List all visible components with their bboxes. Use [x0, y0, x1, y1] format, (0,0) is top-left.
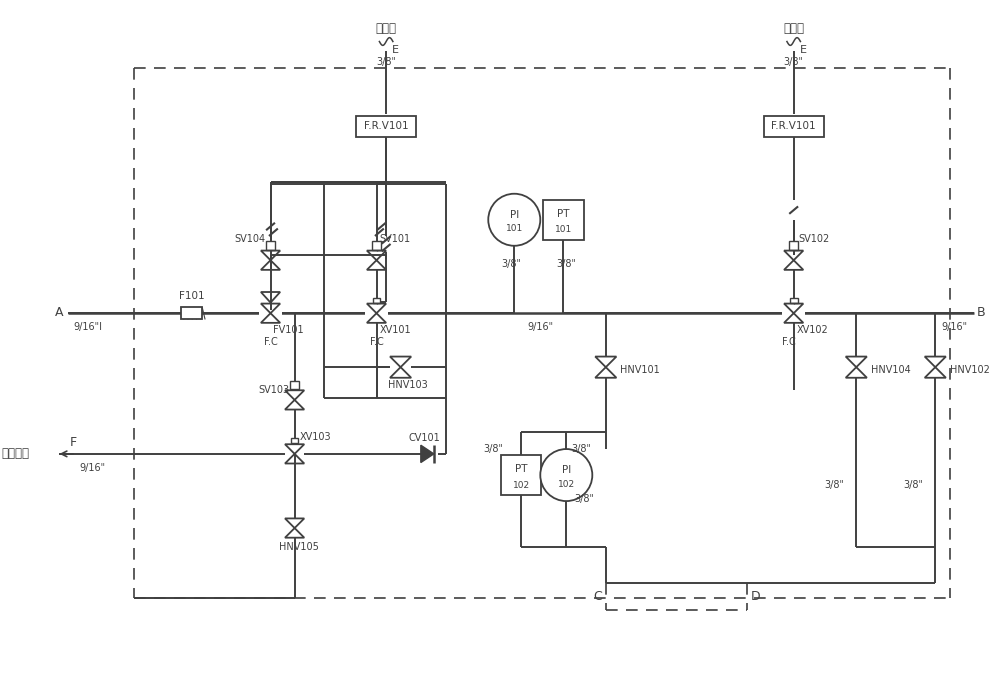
- Text: E: E: [392, 45, 399, 55]
- Bar: [365, 310, 388, 316]
- Text: 3/8": 3/8": [376, 57, 396, 67]
- Circle shape: [488, 194, 540, 246]
- Text: 3/8": 3/8": [784, 57, 804, 67]
- Text: 仪表风: 仪表风: [783, 23, 804, 35]
- Text: 102: 102: [558, 480, 575, 489]
- Bar: [259, 310, 282, 316]
- Bar: [266, 241, 275, 250]
- Text: 9/16": 9/16": [527, 322, 553, 332]
- Bar: [789, 241, 798, 250]
- Text: 102: 102: [512, 481, 530, 490]
- Text: F.C: F.C: [782, 337, 796, 347]
- Text: 9/16"I: 9/16"I: [73, 322, 102, 332]
- Bar: [291, 438, 298, 443]
- Text: E: E: [799, 45, 806, 55]
- Text: A: A: [55, 306, 63, 319]
- Text: F.C: F.C: [370, 337, 383, 347]
- Text: PT: PT: [557, 208, 570, 219]
- Text: XV102: XV102: [797, 324, 828, 335]
- Text: PI: PI: [510, 210, 519, 219]
- Text: 3/8": 3/8": [574, 494, 594, 504]
- Text: PI: PI: [562, 465, 571, 475]
- Text: 3/8": 3/8": [501, 259, 521, 269]
- Text: 3/8": 3/8": [904, 480, 924, 490]
- Text: F.R.V101: F.R.V101: [364, 121, 408, 131]
- Text: 101: 101: [506, 224, 523, 233]
- Bar: [372, 241, 381, 250]
- Text: PT: PT: [515, 464, 527, 474]
- Text: 9/16": 9/16": [942, 322, 968, 332]
- Text: XV101: XV101: [379, 324, 411, 335]
- Text: 氮气吹扫: 氮气吹扫: [2, 447, 30, 460]
- Bar: [356, 116, 416, 137]
- Bar: [782, 310, 805, 316]
- Text: 3/8": 3/8": [825, 480, 845, 490]
- Text: F: F: [69, 436, 77, 448]
- Bar: [790, 298, 798, 303]
- Text: D: D: [750, 590, 760, 603]
- Text: F.C: F.C: [264, 337, 277, 347]
- Text: C: C: [594, 590, 602, 603]
- Text: SV103: SV103: [259, 385, 290, 395]
- Text: HNV101: HNV101: [620, 365, 660, 375]
- Text: 3/8": 3/8": [571, 444, 591, 454]
- Text: HNV102: HNV102: [950, 365, 990, 375]
- Text: SV104: SV104: [235, 234, 266, 244]
- Text: CV101: CV101: [409, 433, 441, 444]
- Text: SV101: SV101: [379, 234, 411, 244]
- Polygon shape: [421, 445, 434, 462]
- Text: FV101: FV101: [273, 324, 304, 335]
- Text: F.R.V101: F.R.V101: [771, 121, 816, 131]
- Text: 9/16": 9/16": [79, 463, 105, 473]
- Text: F101: F101: [179, 291, 204, 301]
- Bar: [543, 199, 584, 240]
- Text: XV103: XV103: [299, 433, 331, 442]
- Text: 3/8": 3/8": [484, 444, 504, 454]
- Circle shape: [540, 449, 592, 501]
- Text: 仪表风: 仪表风: [376, 23, 397, 35]
- Bar: [764, 116, 824, 137]
- Text: 3/8": 3/8": [556, 259, 576, 269]
- Text: B: B: [977, 306, 985, 319]
- Bar: [181, 307, 202, 319]
- Text: HNV104: HNV104: [871, 365, 911, 375]
- Text: 101: 101: [555, 226, 572, 235]
- Bar: [290, 381, 299, 389]
- Text: HNV103: HNV103: [388, 380, 428, 389]
- Text: SV102: SV102: [798, 234, 830, 244]
- Bar: [501, 455, 541, 495]
- Text: HNV105: HNV105: [279, 542, 319, 552]
- Bar: [373, 298, 380, 303]
